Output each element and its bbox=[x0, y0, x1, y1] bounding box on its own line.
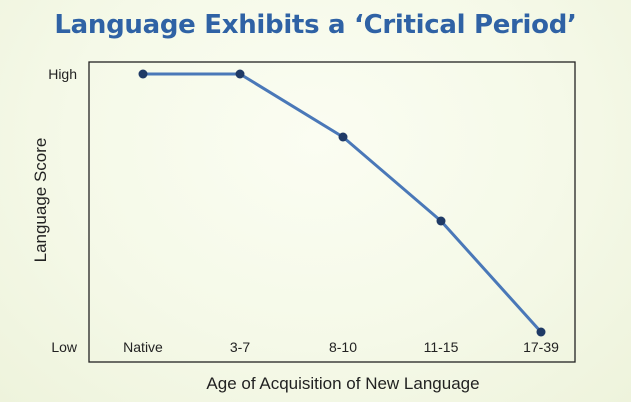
y-axis-title: Language Score bbox=[31, 138, 50, 263]
series-line bbox=[143, 72, 543, 334]
data-point bbox=[436, 216, 446, 226]
data-point bbox=[235, 69, 245, 79]
data-point bbox=[536, 327, 546, 337]
y-tick-label-low: Low bbox=[51, 339, 78, 355]
x-tick-label: 17-39 bbox=[523, 339, 559, 355]
plot-area-frame bbox=[88, 61, 576, 363]
x-tick-label: Native bbox=[123, 339, 163, 355]
series-layer bbox=[138, 69, 546, 337]
x-tick-label: 8-10 bbox=[329, 339, 357, 355]
data-point bbox=[138, 69, 148, 79]
data-point bbox=[338, 132, 348, 142]
x-tick-label: 11-15 bbox=[424, 339, 459, 355]
y-tick-label-high: High bbox=[48, 66, 77, 82]
chart-title: Language Exhibits a ‘Critical Period’ bbox=[54, 10, 577, 40]
x-tick-labels: Native 3-7 8-10 11-15 17-39 bbox=[123, 339, 559, 355]
x-tick-label: 3-7 bbox=[230, 339, 250, 355]
x-axis-title: Age of Acquisition of New Language bbox=[206, 374, 479, 393]
